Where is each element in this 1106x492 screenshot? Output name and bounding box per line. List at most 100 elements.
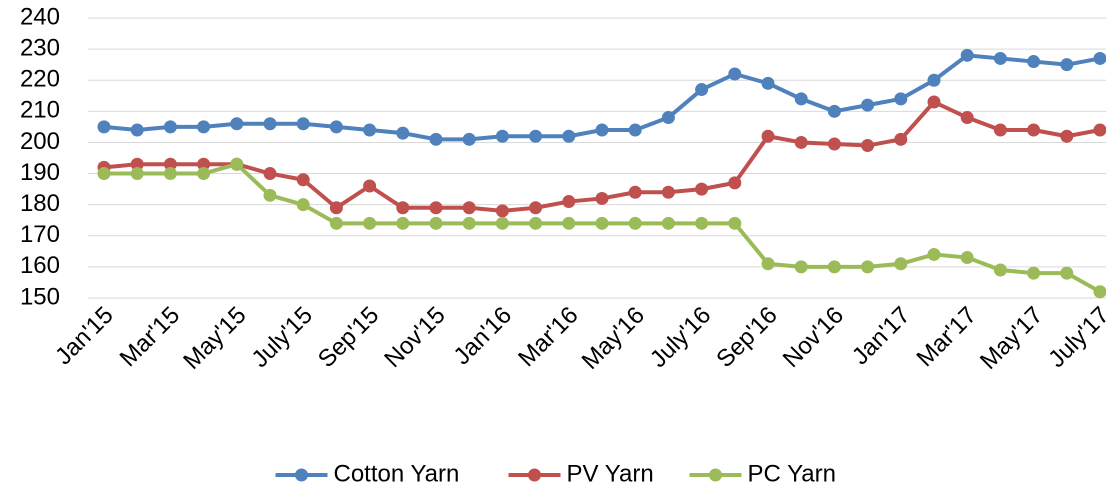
- point: [296, 173, 310, 187]
- point: [562, 195, 576, 209]
- legend-label: PC Yarn: [748, 460, 837, 487]
- point: [495, 216, 509, 230]
- point: [861, 98, 875, 112]
- x-tick-label: July'16: [645, 302, 716, 373]
- point: [1060, 129, 1074, 143]
- point: [562, 216, 576, 230]
- point: [462, 201, 476, 215]
- point: [396, 201, 410, 215]
- x-tick-label: Jan'17: [847, 302, 916, 371]
- point: [263, 117, 277, 131]
- point: [1027, 266, 1041, 280]
- x-tick-label: Mar'16: [513, 302, 583, 372]
- point: [462, 216, 476, 230]
- point: [296, 198, 310, 212]
- y-tick-label: 150: [20, 283, 60, 310]
- point: [728, 67, 742, 81]
- x-tick-label: Sep'16: [711, 302, 782, 373]
- point: [628, 185, 642, 199]
- point: [396, 126, 410, 140]
- point: [894, 92, 908, 106]
- point: [960, 111, 974, 125]
- point: [495, 129, 509, 143]
- point: [197, 157, 211, 171]
- point: [960, 48, 974, 62]
- x-tick-label: May'17: [975, 302, 1048, 375]
- point: [794, 135, 808, 149]
- point: [628, 216, 642, 230]
- point: [927, 247, 941, 261]
- point: [861, 260, 875, 274]
- point: [628, 123, 642, 137]
- y-tick-label: 170: [20, 221, 60, 248]
- point: [661, 111, 675, 125]
- point: [429, 216, 443, 230]
- y-tick-label: 180: [20, 190, 60, 217]
- point: [1027, 123, 1041, 137]
- point: [960, 251, 974, 265]
- y-tick-label: 200: [20, 128, 60, 155]
- point: [761, 76, 775, 90]
- point: [993, 263, 1007, 277]
- x-tick-label: Jan'16: [449, 302, 518, 371]
- point: [396, 216, 410, 230]
- point: [529, 201, 543, 215]
- point: [595, 216, 609, 230]
- point: [263, 188, 277, 202]
- point: [1093, 285, 1106, 299]
- point: [462, 132, 476, 146]
- point: [429, 132, 443, 146]
- x-tick-label: Nov'15: [379, 302, 450, 373]
- point: [927, 73, 941, 87]
- point: [329, 201, 343, 215]
- legend-item: Cotton Yarn: [275, 460, 460, 487]
- point: [329, 120, 343, 134]
- point: [894, 257, 908, 271]
- x-tick-label: Mar'15: [115, 302, 185, 372]
- point: [97, 120, 111, 134]
- x-tick-label: July'15: [247, 302, 318, 373]
- x-tick-label: Sep'15: [313, 302, 384, 373]
- point: [595, 123, 609, 137]
- point: [363, 216, 377, 230]
- x-tick-label: July'17: [1043, 302, 1106, 373]
- legend-marker: [295, 468, 308, 482]
- point: [363, 123, 377, 137]
- point: [529, 216, 543, 230]
- x-tick-label: Jan'15: [50, 302, 119, 371]
- point: [130, 157, 144, 171]
- y-tick-label: 160: [20, 252, 60, 279]
- point: [794, 92, 808, 106]
- y-tick-label: 190: [20, 159, 60, 186]
- point: [529, 129, 543, 143]
- legend-marker: [528, 468, 541, 482]
- legend-item: PV Yarn: [508, 460, 654, 487]
- point: [130, 123, 144, 137]
- x-tick-label: Mar'17: [911, 302, 981, 372]
- point: [861, 139, 875, 153]
- x-tick-label: May'15: [178, 302, 251, 375]
- legend-label: PV Yarn: [567, 460, 654, 487]
- point: [827, 137, 841, 151]
- point: [1060, 266, 1074, 280]
- point: [993, 51, 1007, 65]
- point: [695, 216, 709, 230]
- point: [1060, 58, 1074, 72]
- y-tick-label: 230: [20, 34, 60, 61]
- point: [329, 216, 343, 230]
- point: [1093, 123, 1106, 137]
- point: [130, 167, 144, 181]
- legend-label: Cotton Yarn: [334, 460, 460, 487]
- point: [695, 83, 709, 97]
- y-tick-label: 240: [20, 3, 60, 30]
- point: [363, 179, 377, 193]
- point: [97, 167, 111, 181]
- point: [197, 167, 211, 181]
- y-tick-label: 220: [20, 66, 60, 93]
- point: [827, 260, 841, 274]
- point: [728, 216, 742, 230]
- point: [163, 157, 177, 171]
- point: [827, 104, 841, 118]
- point: [197, 120, 211, 134]
